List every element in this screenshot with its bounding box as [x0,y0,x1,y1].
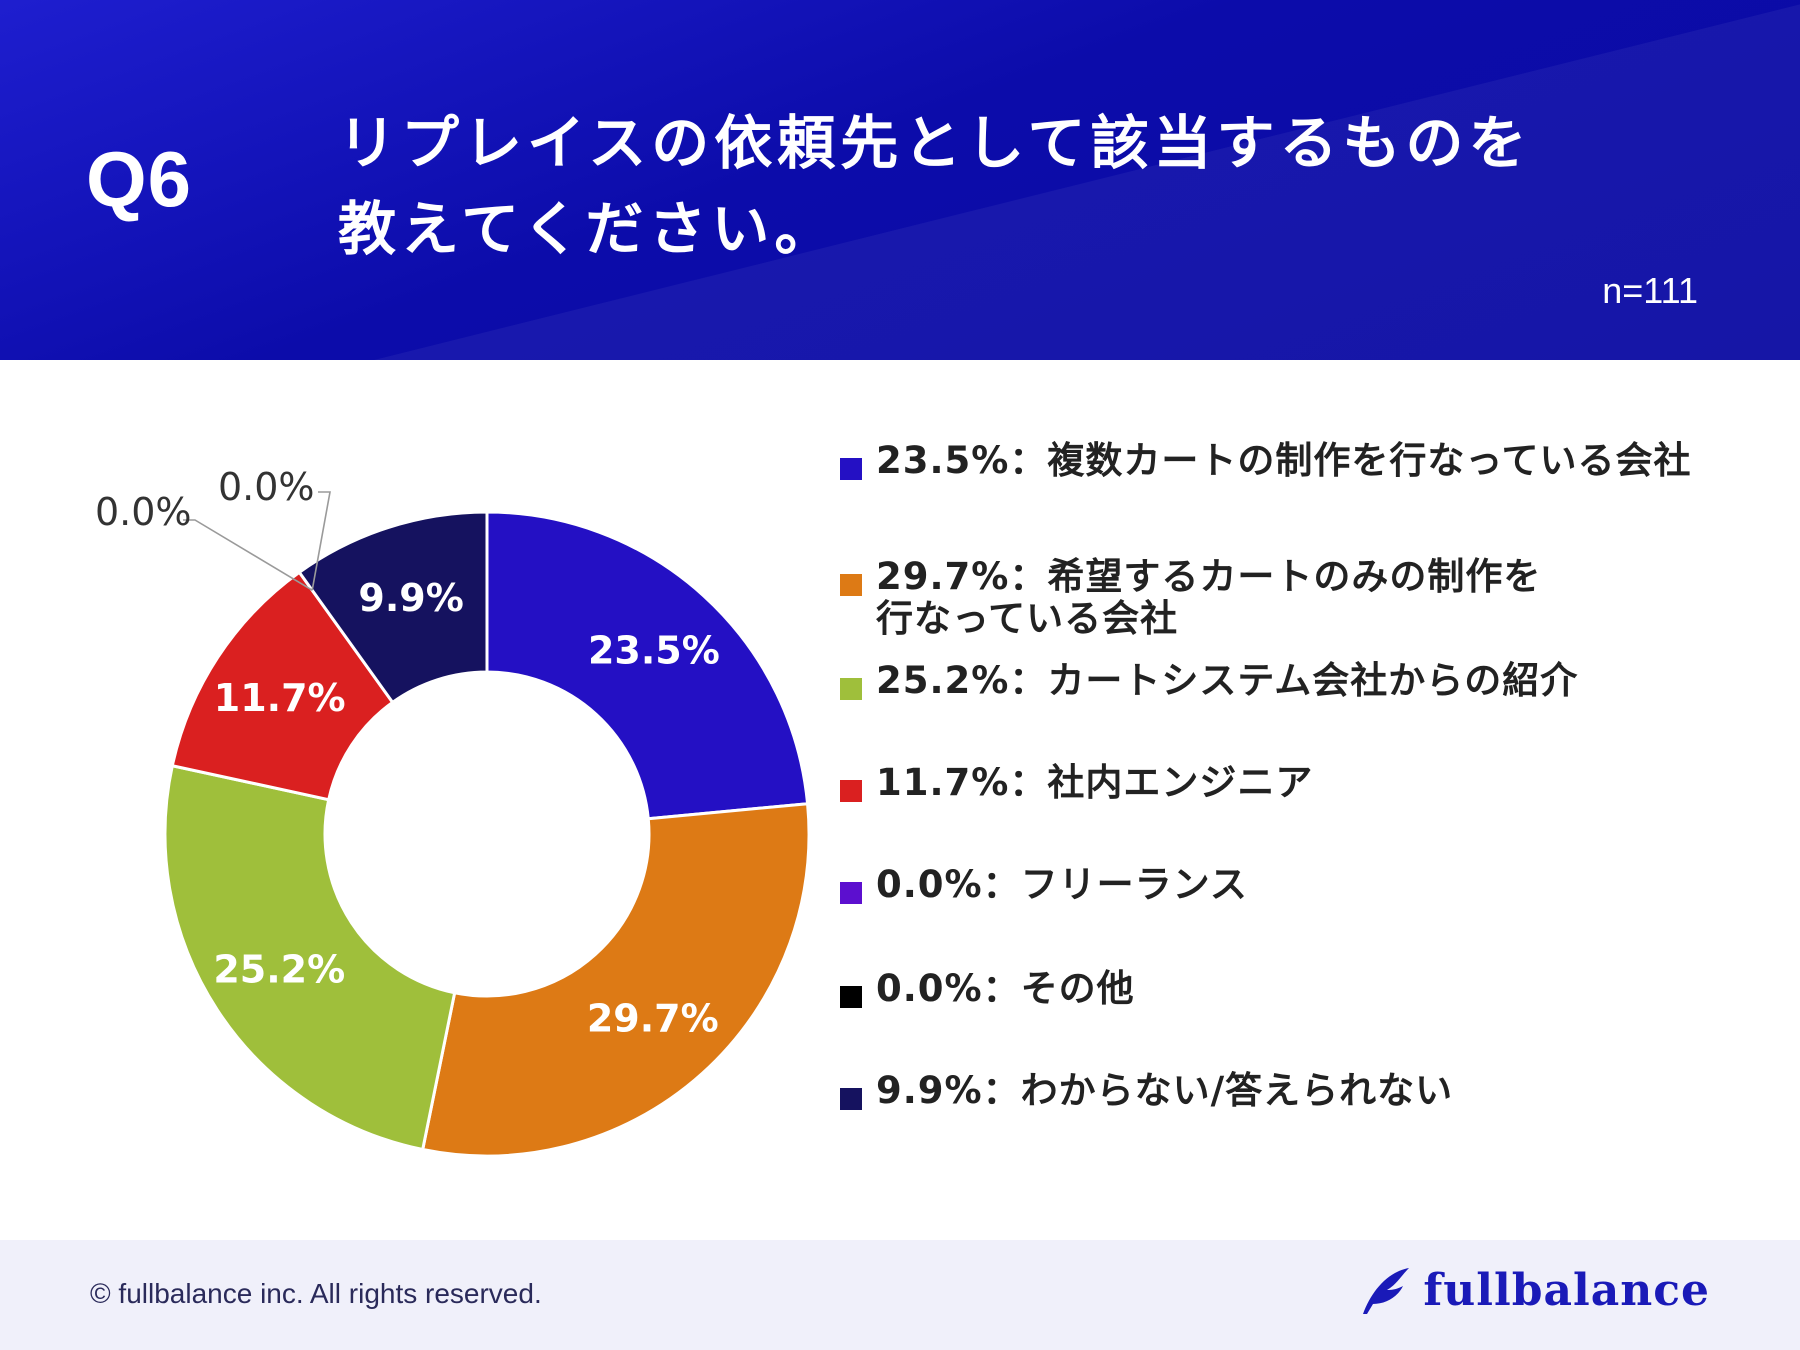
legend-swatch [840,882,862,904]
callout-line [183,519,313,591]
donut-slice [297,510,489,705]
legend-swatch [840,1088,862,1110]
callout-line [311,491,331,591]
legend-text: 11.7%：社内エンジニア [876,761,1314,804]
legend-text: 23.5%：複数カートの制作を行なっている会社 [876,439,1692,482]
slice-value-label: 25.2% [213,948,345,992]
callout-value-label: 0.0% [218,465,315,509]
donut-slice [485,510,810,821]
legend-swatch [840,986,862,1008]
legend-text: 0.0%：フリーランス [876,863,1248,906]
copyright-text: © fullbalance inc. All rights reserved. [90,1278,542,1309]
legend-swatch [840,678,862,700]
legend-item: 9.9%：わからない/答えられない [840,1070,1740,1112]
donut-chart: 23.5% 29.7% 25.2% 11.7% 9.9% 0.0% 0.0% [95,465,811,1158]
header-banner: Q6 リプレイスの依頼先として該当するものを 教えてください。 n=111 [0,0,1800,360]
legend-item: 29.7%：希望するカートのみの制作を 行なっている会社 [840,556,1740,640]
legend-item: 0.0%：その他 [840,968,1740,1010]
legend-text: 0.0%：その他 [876,967,1135,1010]
legend-text: 29.7%：希望するカートのみの制作を 行なっている会社 [876,555,1542,640]
slice-value-label: 9.9% [358,576,463,620]
legend-item: 23.5%：複数カートの制作を行なっている会社 [840,440,1740,482]
donut-slice [163,763,457,1152]
legend-text: 9.9%：わからない/答えられない [876,1069,1454,1112]
slice-value-label: 23.5% [588,629,720,673]
footer: © fullbalance inc. All rights reserved. … [0,1240,1800,1350]
slice-value-label: 11.7% [214,676,346,720]
legend-item: 25.2%：カートシステム会社からの紹介 [840,660,1740,702]
legend-text: 25.2%：カートシステム会社からの紹介 [876,659,1579,702]
question-line-2: 教えてください。 [338,195,838,263]
slice-value-label: 29.7% [587,996,719,1040]
question-title: リプレイスの依頼先として該当するものを 教えてください。 [338,100,1638,272]
legend-swatch [840,458,862,480]
brand-name: fullbalance [1423,1264,1710,1316]
sample-size: n=111 [1602,270,1698,311]
legend-item: 11.7%：社内エンジニア [840,762,1740,804]
legend-item: 0.0%：フリーランス [840,864,1740,906]
callout-value-label: 0.0% [95,490,192,534]
brand: fullbalance [1357,1262,1710,1318]
question-number: Q6 [86,135,193,223]
legend-swatch [840,780,862,802]
legend-swatch [840,574,862,596]
donut-slice [420,802,811,1158]
feather-icon [1363,1268,1410,1314]
question-line-1: リプレイスの依頼先として該当するものを [338,109,1532,177]
